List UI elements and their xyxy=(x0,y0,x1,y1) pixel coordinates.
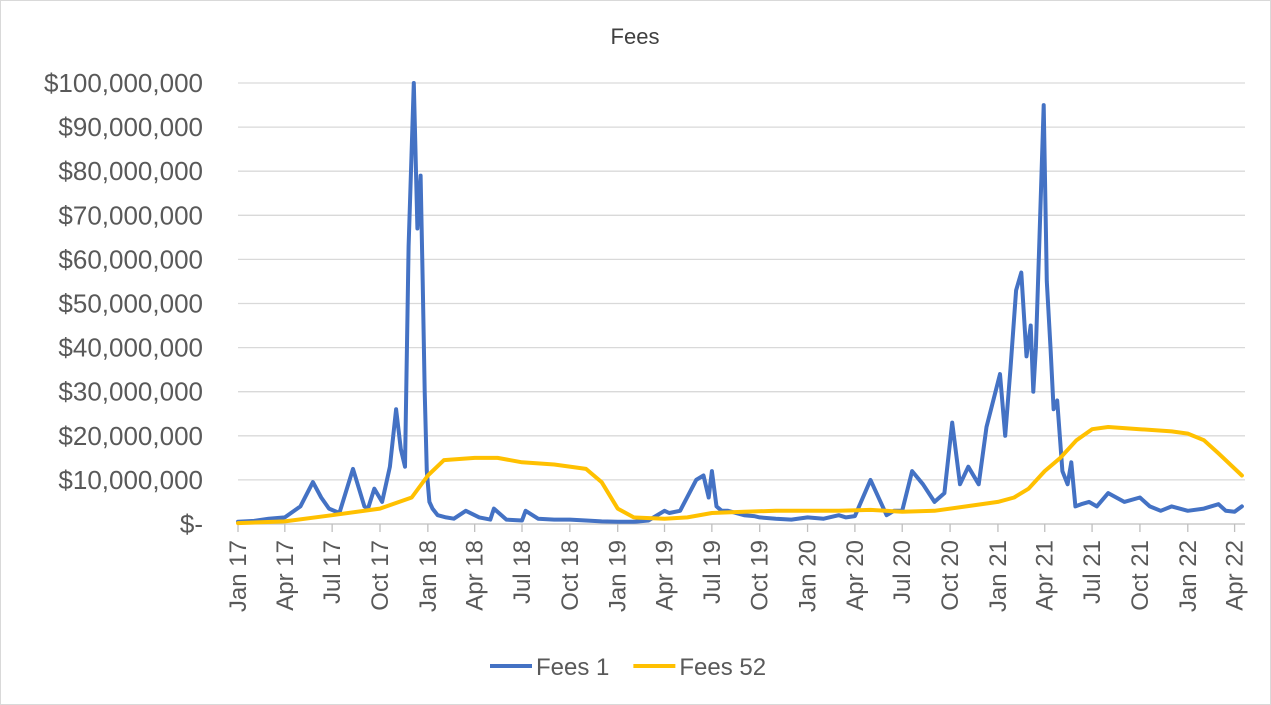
legend: Fees 1 Fees 52 xyxy=(490,654,766,681)
y-tick-label: $40,000,000 xyxy=(58,333,203,363)
x-tick-label: Oct 20 xyxy=(937,540,964,611)
x-tick-label: Apr 18 xyxy=(462,540,489,611)
legend-label-fees-52: Fees 52 xyxy=(679,654,766,681)
series-lines xyxy=(236,81,1244,526)
x-tick-label: Jan 20 xyxy=(795,540,822,612)
x-tick-label: Apr 19 xyxy=(652,540,679,611)
x-tick-label: Jan 21 xyxy=(985,540,1012,612)
x-tick-label: Jan 17 xyxy=(225,540,252,612)
y-tick-label: $30,000,000 xyxy=(58,377,203,407)
y-tick-label: $50,000,000 xyxy=(58,289,203,319)
x-tick-label: Jul 21 xyxy=(1079,540,1106,604)
y-tick-label: $70,000,000 xyxy=(58,200,203,230)
x-tick-label: Jan 18 xyxy=(415,540,442,612)
x-tick-label: Oct 19 xyxy=(747,540,774,611)
y-axis-ticks: $- $10,000,000 $20,000,000 $30,000,000 $40,0… xyxy=(44,68,203,539)
x-tick-label: Apr 17 xyxy=(272,540,299,611)
x-tick-label: Jul 18 xyxy=(509,540,536,604)
series-line-fees-52 xyxy=(236,425,1244,526)
x-tick-label: Jan 22 xyxy=(1175,540,1202,612)
y-tick-label: $80,000,000 xyxy=(58,156,203,186)
grid-lines xyxy=(238,82,1245,525)
chart-title: Fees xyxy=(611,24,660,49)
y-tick-label: $20,000,000 xyxy=(58,421,203,451)
y-tick-label: $100,000,000 xyxy=(44,68,203,98)
y-tick-label: $90,000,000 xyxy=(58,112,203,142)
x-tick-label: Oct 21 xyxy=(1127,540,1154,611)
x-tick-label: Apr 20 xyxy=(842,540,869,611)
x-tick-label: Jul 19 xyxy=(699,540,726,604)
y-tick-label: $10,000,000 xyxy=(58,465,203,495)
x-tick-label: Apr 21 xyxy=(1032,540,1059,611)
x-tick-label: Oct 18 xyxy=(557,540,584,611)
series-line-fees-1 xyxy=(236,81,1244,524)
x-axis-ticks: Jan 17 Apr 17 Jul 17 Oct 17 Jan 18 Apr 18 Jul … xyxy=(225,524,1249,612)
x-tick-label: Jan 19 xyxy=(605,540,632,612)
x-tick-label: Jul 20 xyxy=(889,540,916,604)
y-tick-label: $60,000,000 xyxy=(58,244,203,274)
x-tick-label: Apr 22 xyxy=(1222,540,1249,611)
legend-label-fees-1: Fees 1 xyxy=(536,654,609,681)
x-tick-label: Jul 17 xyxy=(319,540,346,604)
y-tick-label: $- xyxy=(180,509,203,539)
x-tick-label: Oct 17 xyxy=(367,540,394,611)
